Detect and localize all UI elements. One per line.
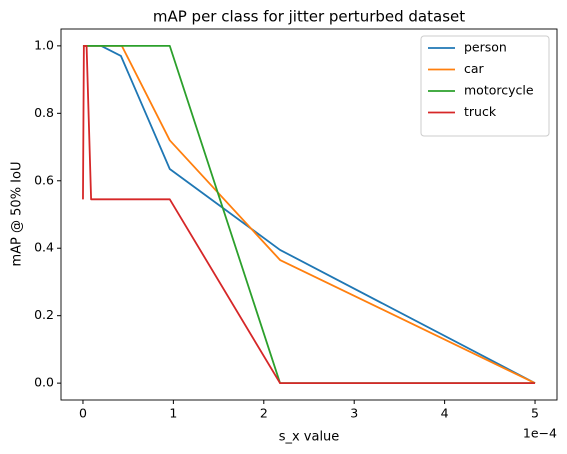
- y-tick-label: 1.0: [34, 37, 54, 52]
- legend-box: [420, 35, 550, 137]
- x-offset-label: 1e−4: [523, 426, 557, 441]
- y-tick-label: 0.0: [34, 375, 54, 390]
- x-tick-label: 5: [531, 406, 539, 421]
- x-tick-label: 3: [350, 406, 358, 421]
- legend-label: motorcycle: [464, 83, 534, 98]
- y-tick-label: 0.4: [34, 240, 54, 255]
- y-tick-label: 0.6: [34, 172, 54, 187]
- x-tick-label: 0: [79, 406, 87, 421]
- chart-title: mAP per class for jitter perturbed datas…: [153, 8, 465, 26]
- legend-label: truck: [464, 104, 497, 119]
- y-tick-label: 0.8: [34, 105, 54, 120]
- x-tick-label: 2: [260, 406, 268, 421]
- y-tick-label: 0.2: [34, 307, 54, 322]
- plot-frame: [60, 28, 558, 401]
- legend-label: person: [464, 40, 507, 55]
- x-tick-label: 1: [169, 406, 177, 421]
- x-axis-label: s_x value: [279, 430, 340, 445]
- x-tick-label: 4: [441, 406, 449, 421]
- legend-label: car: [464, 61, 485, 76]
- y-axis-label: mAP @ 50% IoU: [10, 162, 25, 267]
- series-line: [82, 44, 536, 385]
